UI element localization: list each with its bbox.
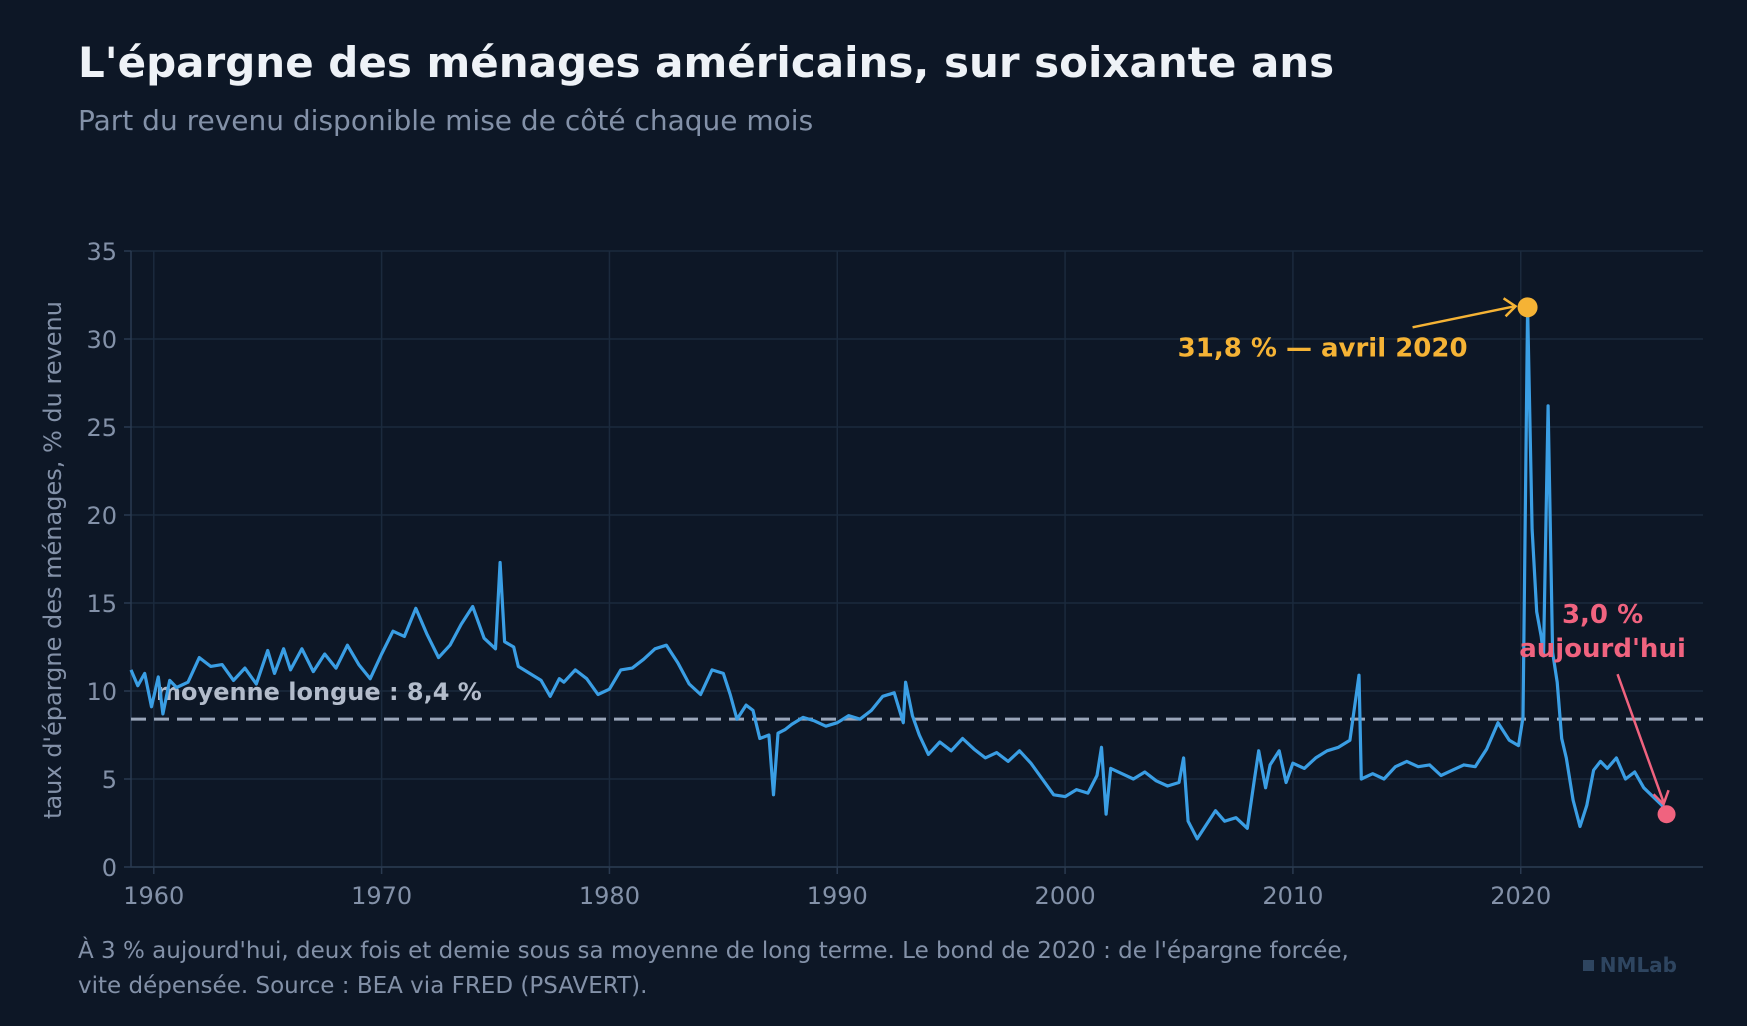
y-tick-label: 0 bbox=[102, 854, 117, 882]
x-tick-label: 1990 bbox=[807, 882, 868, 910]
y-tick-label: 20 bbox=[86, 502, 117, 530]
annotations bbox=[1412, 297, 1676, 824]
current-annotation-text: aujourd'hui bbox=[1519, 634, 1686, 664]
peak-annotation-label: 31,8 % — avril 2020 bbox=[1178, 333, 1468, 363]
y-tick-label: 15 bbox=[86, 590, 117, 618]
chart-footnote: À 3 % aujourd'hui, deux fois et demie so… bbox=[78, 934, 1478, 1004]
current-arrow-head bbox=[1652, 789, 1670, 807]
brand-name: NMLab bbox=[1599, 953, 1677, 977]
y-tick-label: 25 bbox=[86, 414, 117, 442]
savings-rate-line bbox=[129, 305, 1668, 841]
peak-arrow-line bbox=[1412, 305, 1515, 329]
x-tick-label: 1970 bbox=[351, 882, 412, 910]
y-tick-label: 35 bbox=[86, 238, 117, 266]
y-axis-label: taux d'épargne des ménages, % du revenu bbox=[39, 301, 67, 819]
chart-subtitle: Part du revenu disponible mise de côté c… bbox=[78, 104, 814, 137]
peak-marker bbox=[1517, 297, 1538, 318]
brand-logo: NMLab bbox=[1582, 953, 1677, 977]
grid bbox=[131, 250, 1703, 868]
x-tick-label: 1980 bbox=[579, 882, 640, 910]
footnote-line-2: vite dépensée. Source : BEA via FRED (PS… bbox=[78, 973, 648, 999]
x-tick-label: 2020 bbox=[1490, 882, 1551, 910]
y-tick-label: 30 bbox=[86, 326, 117, 354]
y-tick-label: 5 bbox=[102, 766, 117, 794]
brand-square-icon bbox=[1582, 960, 1594, 971]
x-tick-label: 2010 bbox=[1262, 882, 1323, 910]
current-arrow-line bbox=[1616, 673, 1665, 803]
x-tick-label: 1960 bbox=[123, 882, 184, 910]
x-tick-label: 2000 bbox=[1035, 882, 1096, 910]
y-tick-label: 10 bbox=[86, 678, 117, 706]
chart-title: L'épargne des ménages américains, sur so… bbox=[78, 38, 1335, 87]
axes: 0 5 10 15 20 25 30 35 1960 1970 1980 1990 2000 2010 20… bbox=[86, 238, 1703, 910]
current-annotation-value: 3,0 % bbox=[1562, 600, 1643, 630]
current-marker bbox=[1657, 805, 1676, 824]
footnote-line-1: À 3 % aujourd'hui, deux fois et demie so… bbox=[78, 938, 1349, 964]
mean-label: moyenne longue : 8,4 % bbox=[156, 678, 482, 706]
peak-arrow-head bbox=[1502, 297, 1518, 318]
